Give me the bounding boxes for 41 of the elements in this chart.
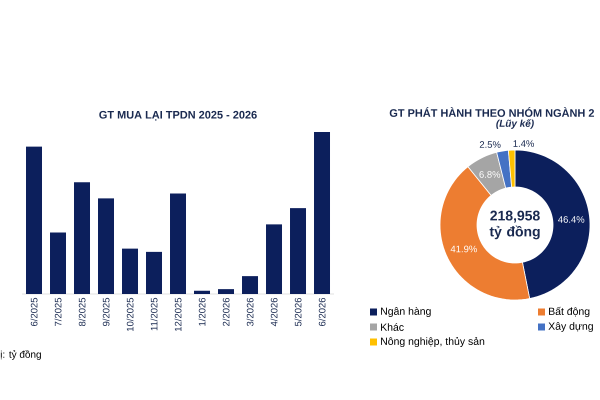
x-tick-label: 8/2025	[78, 298, 86, 326]
legend-label: Ngân hàng	[381, 307, 431, 317]
data-label: 1.4%	[514, 140, 534, 147]
bar	[146, 252, 162, 294]
x-tick-label: 1/2026	[198, 298, 206, 326]
bar	[218, 289, 234, 294]
legend-label: Nông nghiệp, thủy sản	[381, 336, 484, 348]
legend-label: Bất động	[549, 306, 590, 318]
x-tick-label: 3/2026	[246, 298, 254, 326]
x-tick-label: 9/2025	[102, 298, 110, 326]
bar	[50, 232, 66, 294]
legend-label: Khác	[381, 323, 404, 331]
bar	[266, 224, 282, 294]
x-tick-label: 11/2025	[150, 298, 158, 330]
x-tick-label: 12/2025	[174, 298, 182, 332]
x-tick-label: 6/2025	[30, 298, 38, 326]
bar	[74, 182, 90, 294]
data-label: 6.8%	[479, 171, 500, 178]
x-tick-label: 7/2025	[54, 298, 62, 326]
bar	[242, 276, 258, 294]
chart-subtitle: (Lũy kế)	[496, 119, 534, 129]
data-label: 2.5%	[480, 141, 501, 148]
text: 218,958 tỷ đồng	[490, 210, 540, 240]
chart-title: GT PHÁT HÀNH THEO NHÓM NGÀNH 2	[390, 107, 594, 117]
text: ị: tỷ đồng	[0, 350, 41, 360]
data-label: 41.9%	[450, 246, 477, 252]
bar	[122, 248, 138, 294]
chart-title: GT MUA LẠI TPDN 2025 - 2026	[99, 110, 257, 120]
bar	[194, 290, 210, 294]
x-tick-label: 4/2026	[270, 298, 278, 326]
bar	[26, 146, 42, 294]
x-tick-label: 5/2026	[294, 298, 302, 326]
x-tick-label: 2/2026	[222, 298, 230, 326]
bar	[170, 194, 186, 294]
x-tick-label: 10/2025	[126, 298, 134, 332]
legend-label: Xây dựng	[548, 322, 593, 332]
bar	[98, 198, 114, 294]
data-label: 46.4%	[558, 216, 584, 223]
bar	[314, 132, 330, 294]
bar	[290, 208, 306, 294]
x-tick-label: 6/2026	[318, 298, 326, 326]
